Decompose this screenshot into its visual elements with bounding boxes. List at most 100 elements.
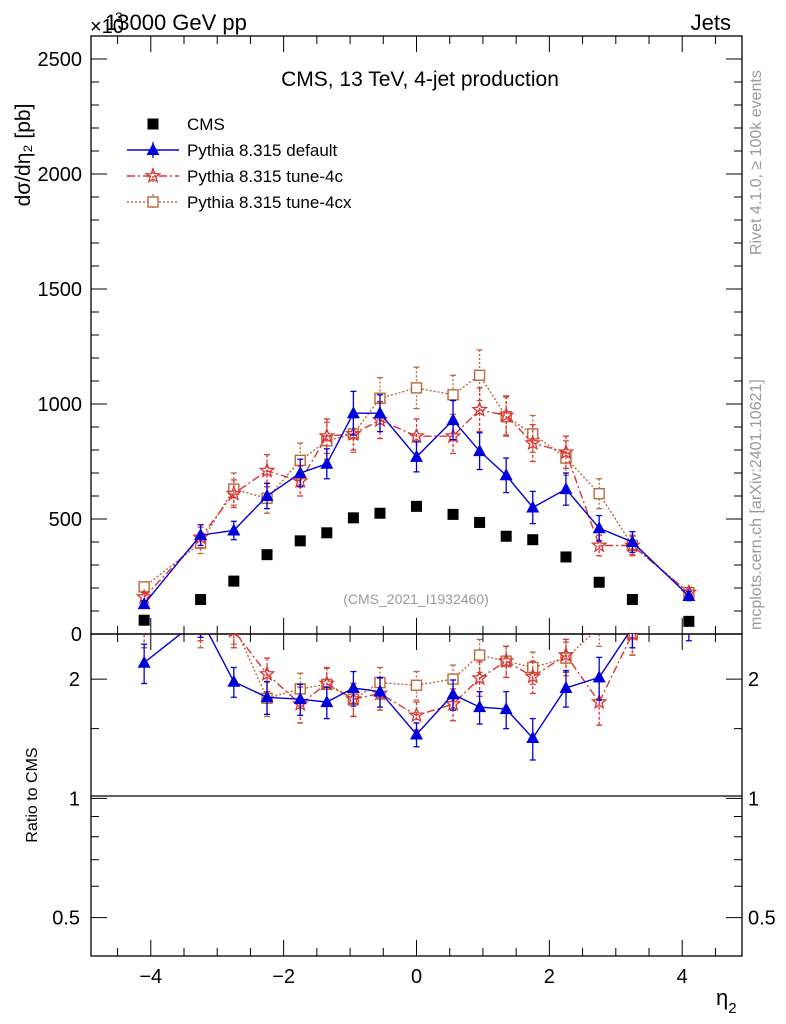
main-line-tune4c (143, 409, 690, 598)
main-point-tune4c (497, 406, 515, 423)
main-point-tune4c (408, 427, 425, 444)
ratio-point-tune4c (590, 693, 608, 710)
main-point-tune4cx (447, 389, 459, 401)
ratio-y-label: Ratio to CMS (24, 747, 41, 842)
ratio-point-default (194, 611, 207, 623)
ratio-y-tick-label-left: 2 (69, 669, 80, 691)
ratio-point-default (446, 687, 460, 700)
legend-item-tune4cx: Pythia 8.315 tune-4cx (127, 193, 352, 212)
ratio-point-default (626, 621, 639, 633)
ratio-point-default (499, 702, 513, 715)
main-point-tune4c (557, 443, 575, 460)
main-point-cms (374, 507, 386, 519)
y-tick-label: 500 (49, 509, 82, 531)
main-point-cms (527, 534, 539, 546)
main-point-tune4cx (593, 488, 605, 500)
ratio-point-default (137, 655, 151, 668)
ratio-series-default (137, 611, 692, 761)
y-tick-label: 2000 (38, 164, 83, 186)
legend-label-default: Pythia 8.315 default (187, 141, 338, 160)
main-point-cms (321, 527, 333, 539)
main-series-tune4c (135, 387, 698, 605)
x-axis-label: η2 (716, 985, 737, 1017)
rivet-label: Rivet 4.1.0, ≥ 100k events (748, 70, 765, 255)
main-series-default (137, 390, 696, 610)
ratio-ticks: 0.5 0.5 1 1 2 2 −4 −2 0 2 4 (52, 634, 776, 988)
watermark: (CMS_2021_I1932460) (343, 591, 489, 607)
x-tick-label: 4 (677, 966, 688, 988)
ratio-y-tick-label-right: 2 (748, 669, 759, 691)
ratio-line-tune4cx (237, 634, 634, 701)
legend-item-cms: CMS (147, 115, 225, 134)
main-title: CMS, 13 TeV, 4-jet production (281, 68, 559, 91)
ratio-point-default (559, 680, 573, 693)
ratio-point-default (320, 695, 334, 708)
main-point-tune4c (524, 434, 542, 451)
ratio-point-tune4c (471, 669, 488, 686)
ratio-point-tune4c (194, 614, 207, 627)
header-energy: 13000 GeV pp (105, 10, 247, 35)
main-point-tune4cx (473, 369, 486, 381)
main-point-default (137, 597, 151, 610)
ratio-point-default (293, 692, 307, 705)
main-y-label: dσ/dη₂ [pb] (12, 104, 35, 207)
y-multiplier-exponent: 3 (115, 9, 123, 25)
main-point-tune4c (318, 427, 336, 444)
ratio-point-tune4cx (229, 619, 239, 629)
legend-marker-default (146, 143, 160, 155)
main-data (135, 349, 698, 627)
main-point-cms (195, 594, 207, 605)
ratio-point-default (526, 731, 540, 744)
ratio-point-default (346, 680, 360, 693)
main-point-default (194, 528, 208, 541)
main-point-cms (560, 551, 572, 563)
main-point-cms (626, 594, 638, 605)
main-point-default (410, 449, 423, 462)
header-jets: Jets (691, 10, 731, 35)
main-point-default (373, 406, 387, 419)
main-series-cms (138, 500, 695, 627)
ratio-y-tick-label-right: 0.5 (748, 908, 776, 930)
legend-item-tune4c: Pythia 8.315 tune-4c (127, 167, 343, 186)
main-point-default (260, 489, 274, 501)
y-tick-label: 1500 (38, 279, 83, 301)
main-point-default (625, 535, 639, 547)
ratio-point-tune4cx (410, 679, 423, 691)
x-tick-label: 2 (544, 966, 555, 988)
main-point-cms (474, 516, 486, 528)
main-point-default (293, 466, 307, 478)
x-tick-label: 0 (411, 966, 422, 988)
main-point-default (526, 500, 540, 513)
legend-marker-tune4c (144, 167, 162, 184)
main-point-tune4c (258, 461, 276, 478)
ratio-point-default (260, 690, 274, 703)
ratio-y-tick-label-left: 1 (69, 788, 80, 810)
ratio-point-tune4c (497, 652, 515, 669)
ratio-point-tune4c (258, 665, 276, 682)
main-point-tune4c (344, 425, 362, 442)
legend-item-default: Pythia 8.315 default (127, 141, 338, 160)
legend: CMS Pythia 8.315 default Pythia 8.315 tune… (127, 115, 352, 212)
main-point-default (320, 456, 334, 469)
ratio-y-tick-label-right: 1 (748, 788, 759, 810)
ratio-point-default (473, 700, 487, 713)
main-point-cms (347, 512, 359, 524)
ratio-point-default (410, 727, 423, 740)
ratio-line-tune4c (235, 634, 634, 717)
main-point-tune4c (225, 484, 243, 501)
legend-marker-tune4cx (147, 196, 159, 208)
main-point-tune4c (590, 536, 608, 553)
legend-marker-cms (147, 118, 159, 130)
main-point-default (559, 482, 573, 495)
ratio-panel: Ratio to CMS 0.5 0.5 1 1 2 2 −4 −2 0 2 4 η2 (24, 611, 776, 1017)
y-tick-label: 1000 (38, 394, 83, 416)
ratio-point-default (227, 674, 241, 687)
ratio-data (137, 611, 692, 761)
ratio-point-tune4c (557, 646, 575, 663)
ratio-point-tune4c (408, 706, 425, 723)
ratio-point-tune4cx (594, 623, 604, 633)
legend-label-cms: CMS (187, 115, 225, 134)
y-multiplier: ×10 (90, 16, 124, 38)
main-point-default (682, 589, 696, 602)
ratio-point-default (592, 670, 606, 683)
